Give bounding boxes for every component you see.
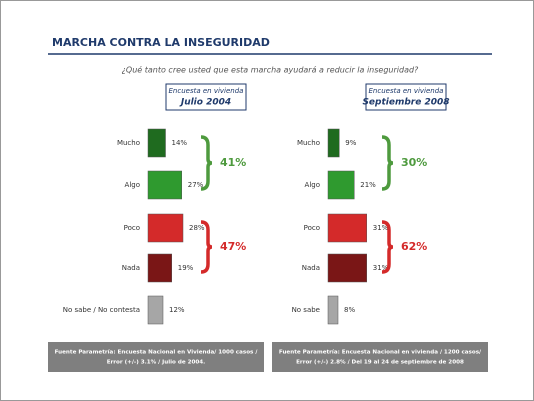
bar bbox=[147, 128, 166, 158]
value-label: 28% bbox=[189, 224, 205, 232]
heading: Septiembre 2008 bbox=[362, 98, 449, 108]
bar bbox=[327, 295, 339, 325]
category-label: No sabe bbox=[292, 306, 320, 314]
category-label: Algo bbox=[305, 181, 320, 189]
heading: Encuesta en vivienda bbox=[169, 87, 244, 95]
page-title: MARCHA CONTRA LA INSEGURIDAD bbox=[52, 36, 270, 49]
value-label: 31% bbox=[373, 264, 389, 272]
bar bbox=[327, 253, 367, 283]
source-box bbox=[272, 342, 488, 372]
source: Fuente Parametría: Encuesta Nacional en … bbox=[55, 349, 259, 356]
heading: Encuesta en vivienda bbox=[369, 87, 444, 95]
group-total: 47% bbox=[220, 240, 246, 253]
value-label: 8% bbox=[344, 306, 355, 314]
group-total: 41% bbox=[220, 156, 246, 169]
category-label: Poco bbox=[124, 224, 140, 232]
category-label: No sabe / No contesta bbox=[63, 306, 140, 314]
bar bbox=[327, 213, 367, 243]
group-total: 62% bbox=[401, 240, 427, 253]
source: Error (+/-) 3.1% / Julio de 2004. bbox=[107, 360, 206, 366]
category-label: Algo bbox=[125, 181, 140, 189]
brace bbox=[381, 220, 394, 274]
source-box bbox=[48, 342, 264, 372]
value-label: 9% bbox=[345, 139, 356, 147]
bar bbox=[327, 128, 340, 158]
bar bbox=[327, 170, 355, 200]
bar bbox=[147, 213, 184, 243]
category-label: Nada bbox=[122, 264, 140, 272]
value-label: 27% bbox=[188, 181, 204, 189]
heading-box bbox=[165, 83, 247, 111]
category-label: Mucho bbox=[117, 139, 140, 147]
source: Fuente Parametría: Encuesta Nacional en … bbox=[279, 349, 482, 356]
heading-box bbox=[365, 83, 447, 111]
value-label: 19% bbox=[178, 264, 194, 272]
value-label: 14% bbox=[172, 139, 188, 147]
category-label: Poco bbox=[304, 224, 320, 232]
category-label: Mucho bbox=[297, 139, 320, 147]
heading: Julio 2004 bbox=[179, 98, 231, 108]
value-label: 31% bbox=[373, 224, 389, 232]
bar bbox=[147, 295, 164, 325]
source: Error (+/-) 2.8% / Del 19 al 24 de septi… bbox=[296, 360, 464, 366]
bar bbox=[147, 170, 182, 200]
value-label: 12% bbox=[169, 306, 185, 314]
group-total: 30% bbox=[401, 156, 427, 169]
question: ¿Qué tanto cree usted que esta marcha ay… bbox=[122, 65, 419, 75]
bar bbox=[147, 253, 172, 283]
brace bbox=[381, 135, 394, 191]
value-label: 21% bbox=[360, 181, 376, 189]
brace bbox=[200, 135, 213, 191]
category-label: Nada bbox=[302, 264, 320, 272]
brace bbox=[200, 220, 213, 274]
